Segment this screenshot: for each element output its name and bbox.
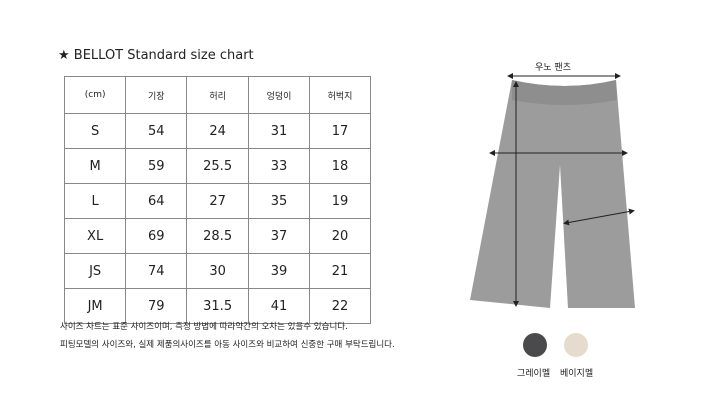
table-row: S 54 24 31 17 xyxy=(63,113,371,149)
table-cell: L xyxy=(63,183,127,219)
table-cell: 25.5 xyxy=(186,148,250,184)
table-cell: 69 xyxy=(125,218,188,254)
table-cell: M xyxy=(63,148,127,184)
table-cell: 허리 xyxy=(186,76,250,114)
pants-diagram xyxy=(470,73,635,308)
table-row: JS 74 30 39 21 xyxy=(63,253,371,289)
thigh-arrow xyxy=(563,208,635,226)
color-swatch-gray[interactable] xyxy=(523,333,547,357)
table-cell: 31 xyxy=(248,113,310,149)
table-cell: 21 xyxy=(309,253,371,289)
table-cell: 엉덩이 xyxy=(248,76,310,114)
table-row: XL 69 28.5 37 20 xyxy=(63,218,371,254)
size-chart-table: (cm) 기장 허리 엉덩이 허벅지 S 54 24 31 17 M 59 25.5 33 18 L 64 27 3… xyxy=(63,76,371,324)
table-cell: 41 xyxy=(248,288,310,324)
pants-image xyxy=(470,80,635,308)
table-cell: 30 xyxy=(186,253,250,289)
table-cell: 20 xyxy=(309,218,371,254)
table-cell: JM xyxy=(63,288,127,324)
table-cell: JS xyxy=(63,253,127,289)
table-cell: 79 xyxy=(125,288,188,324)
table-cell: 37 xyxy=(248,218,310,254)
table-cell: 35 xyxy=(248,183,310,219)
note-line-2: 피팅모델의 사이즈와, 실제 제품의사이즈를 아동 사이즈와 비교하여 신중한 … xyxy=(60,340,395,350)
table-cell: (cm) xyxy=(63,76,127,114)
table-cell: 31.5 xyxy=(186,288,250,324)
table-cell: 59 xyxy=(125,148,188,184)
table-row: JM 79 31.5 41 22 xyxy=(63,288,371,324)
table-cell: 39 xyxy=(248,253,310,289)
color-swatch-beige[interactable] xyxy=(564,333,588,357)
table-cell: 64 xyxy=(125,183,188,219)
page-title: ★ BELLOT Standard size chart xyxy=(58,48,254,63)
table-cell: 18 xyxy=(309,148,371,184)
color-label-beige: 베이지멜 xyxy=(560,369,594,379)
table-cell: 19 xyxy=(309,183,371,219)
table-cell: S xyxy=(63,113,127,149)
table-row: L 64 27 35 19 xyxy=(63,183,371,219)
table-row: (cm) 기장 허리 엉덩이 허벅지 xyxy=(63,76,371,114)
table-cell: 24 xyxy=(186,113,250,149)
table-cell: 22 xyxy=(309,288,371,324)
table-cell: 기장 xyxy=(125,76,188,114)
table-cell: 74 xyxy=(125,253,188,289)
note-line-1: 사이즈 차트는 표준 사이즈이며, 측정 방법에 따라약간의 오차는 있을수 있… xyxy=(60,322,348,332)
table-cell: 허벅지 xyxy=(309,76,371,114)
color-label-gray: 그레이멜 xyxy=(517,369,551,379)
table-cell: 33 xyxy=(248,148,310,184)
table-cell: 17 xyxy=(309,113,371,149)
table-cell: XL xyxy=(63,218,127,254)
table-cell: 54 xyxy=(125,113,188,149)
table-row: M 59 25.5 33 18 xyxy=(63,148,371,184)
product-name: 우노 팬츠 xyxy=(535,63,571,73)
table-cell: 27 xyxy=(186,183,250,219)
table-cell: 28.5 xyxy=(186,218,250,254)
